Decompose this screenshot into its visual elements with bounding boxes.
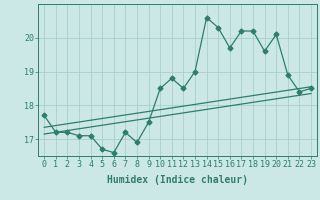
X-axis label: Humidex (Indice chaleur): Humidex (Indice chaleur) (107, 175, 248, 185)
